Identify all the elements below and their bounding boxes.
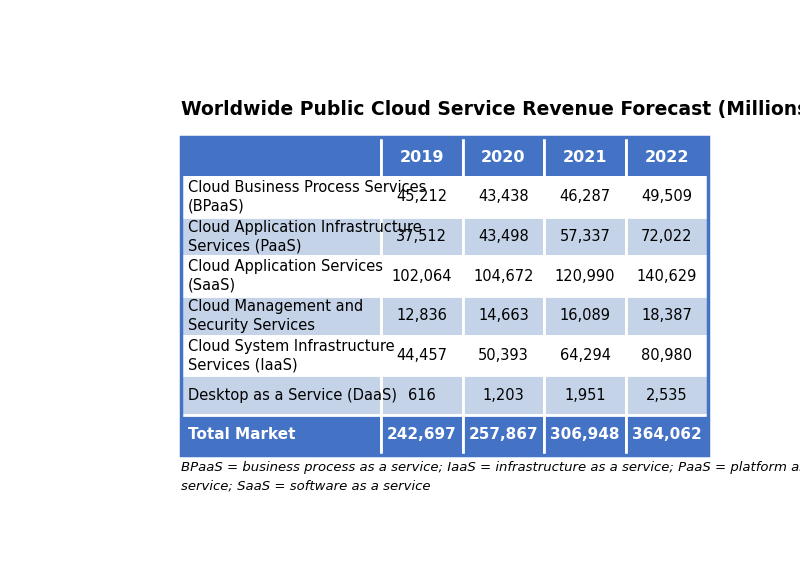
Bar (626, 256, 708, 296)
Bar (462, 375, 544, 415)
Text: 45,212: 45,212 (396, 189, 447, 204)
Bar (181, 217, 381, 256)
Text: 18,387: 18,387 (642, 308, 692, 323)
Text: 49,509: 49,509 (642, 189, 692, 204)
Text: 364,062: 364,062 (632, 427, 702, 442)
Text: 306,948: 306,948 (550, 427, 620, 442)
Text: 2021: 2021 (563, 150, 607, 164)
Bar (181, 177, 381, 217)
Text: 14,663: 14,663 (478, 308, 529, 323)
Text: Worldwide Public Cloud Service Revenue Forecast (Millions of U.S. Dollars): Worldwide Public Cloud Service Revenue F… (181, 100, 800, 120)
Text: 16,089: 16,089 (559, 308, 610, 323)
Bar (544, 415, 626, 455)
Text: 1,951: 1,951 (564, 388, 606, 403)
Bar (626, 177, 708, 217)
Text: 72,022: 72,022 (641, 229, 693, 244)
Text: Cloud Management and
Security Services: Cloud Management and Security Services (188, 299, 363, 333)
Text: 64,294: 64,294 (559, 348, 610, 363)
Text: 57,337: 57,337 (560, 229, 610, 244)
Bar (181, 375, 381, 415)
Bar (181, 336, 381, 375)
Bar (462, 217, 544, 256)
Bar (626, 296, 708, 336)
Bar (544, 137, 626, 177)
Text: 44,457: 44,457 (396, 348, 447, 363)
Bar (462, 177, 544, 217)
Bar (462, 336, 544, 375)
Bar (181, 415, 381, 455)
Bar (544, 296, 626, 336)
Text: 120,990: 120,990 (555, 269, 615, 284)
Text: Cloud System Infrastructure
Services (IaaS): Cloud System Infrastructure Services (Ia… (188, 339, 394, 372)
Bar (544, 256, 626, 296)
Bar (381, 296, 462, 336)
Text: 2022: 2022 (645, 150, 689, 164)
Bar (381, 256, 462, 296)
Bar (381, 375, 462, 415)
Bar (381, 415, 462, 455)
Text: 43,438: 43,438 (478, 189, 529, 204)
Bar (626, 137, 708, 177)
Text: 50,393: 50,393 (478, 348, 529, 363)
Text: Total Market: Total Market (188, 427, 295, 442)
Text: 1,203: 1,203 (482, 388, 524, 403)
Bar (381, 177, 462, 217)
Bar (626, 336, 708, 375)
Text: 257,867: 257,867 (469, 427, 538, 442)
Bar (544, 177, 626, 217)
Text: 12,836: 12,836 (396, 308, 447, 323)
Bar (544, 375, 626, 415)
Bar (544, 336, 626, 375)
Text: 2,535: 2,535 (646, 388, 687, 403)
Bar (626, 217, 708, 256)
Bar (181, 296, 381, 336)
Text: 2019: 2019 (399, 150, 444, 164)
Text: 616: 616 (408, 388, 435, 403)
Text: 80,980: 80,980 (641, 348, 692, 363)
Bar (626, 415, 708, 455)
Bar (181, 137, 708, 455)
Text: Cloud Application Infrastructure
Services (PaaS): Cloud Application Infrastructure Service… (188, 219, 422, 253)
Text: 242,697: 242,697 (387, 427, 457, 442)
Text: 140,629: 140,629 (637, 269, 697, 284)
Text: 102,064: 102,064 (391, 269, 452, 284)
Text: BPaaS = business process as a service; IaaS = infrastructure as a service; PaaS : BPaaS = business process as a service; I… (181, 461, 800, 492)
Bar (462, 415, 544, 455)
Text: 37,512: 37,512 (396, 229, 447, 244)
Bar (626, 375, 708, 415)
Text: 43,498: 43,498 (478, 229, 529, 244)
Bar (381, 217, 462, 256)
Text: 2020: 2020 (481, 150, 526, 164)
Bar (381, 336, 462, 375)
Bar (462, 296, 544, 336)
Bar (462, 137, 544, 177)
Bar (381, 137, 462, 177)
Text: Desktop as a Service (DaaS): Desktop as a Service (DaaS) (188, 388, 397, 403)
Text: Cloud Business Process Services
(BPaaS): Cloud Business Process Services (BPaaS) (188, 180, 426, 214)
Text: 46,287: 46,287 (559, 189, 610, 204)
Text: 104,672: 104,672 (473, 269, 534, 284)
Bar (181, 256, 381, 296)
Bar (544, 217, 626, 256)
Bar (181, 137, 381, 177)
Bar (462, 256, 544, 296)
Text: Cloud Application Services
(SaaS): Cloud Application Services (SaaS) (188, 260, 383, 293)
